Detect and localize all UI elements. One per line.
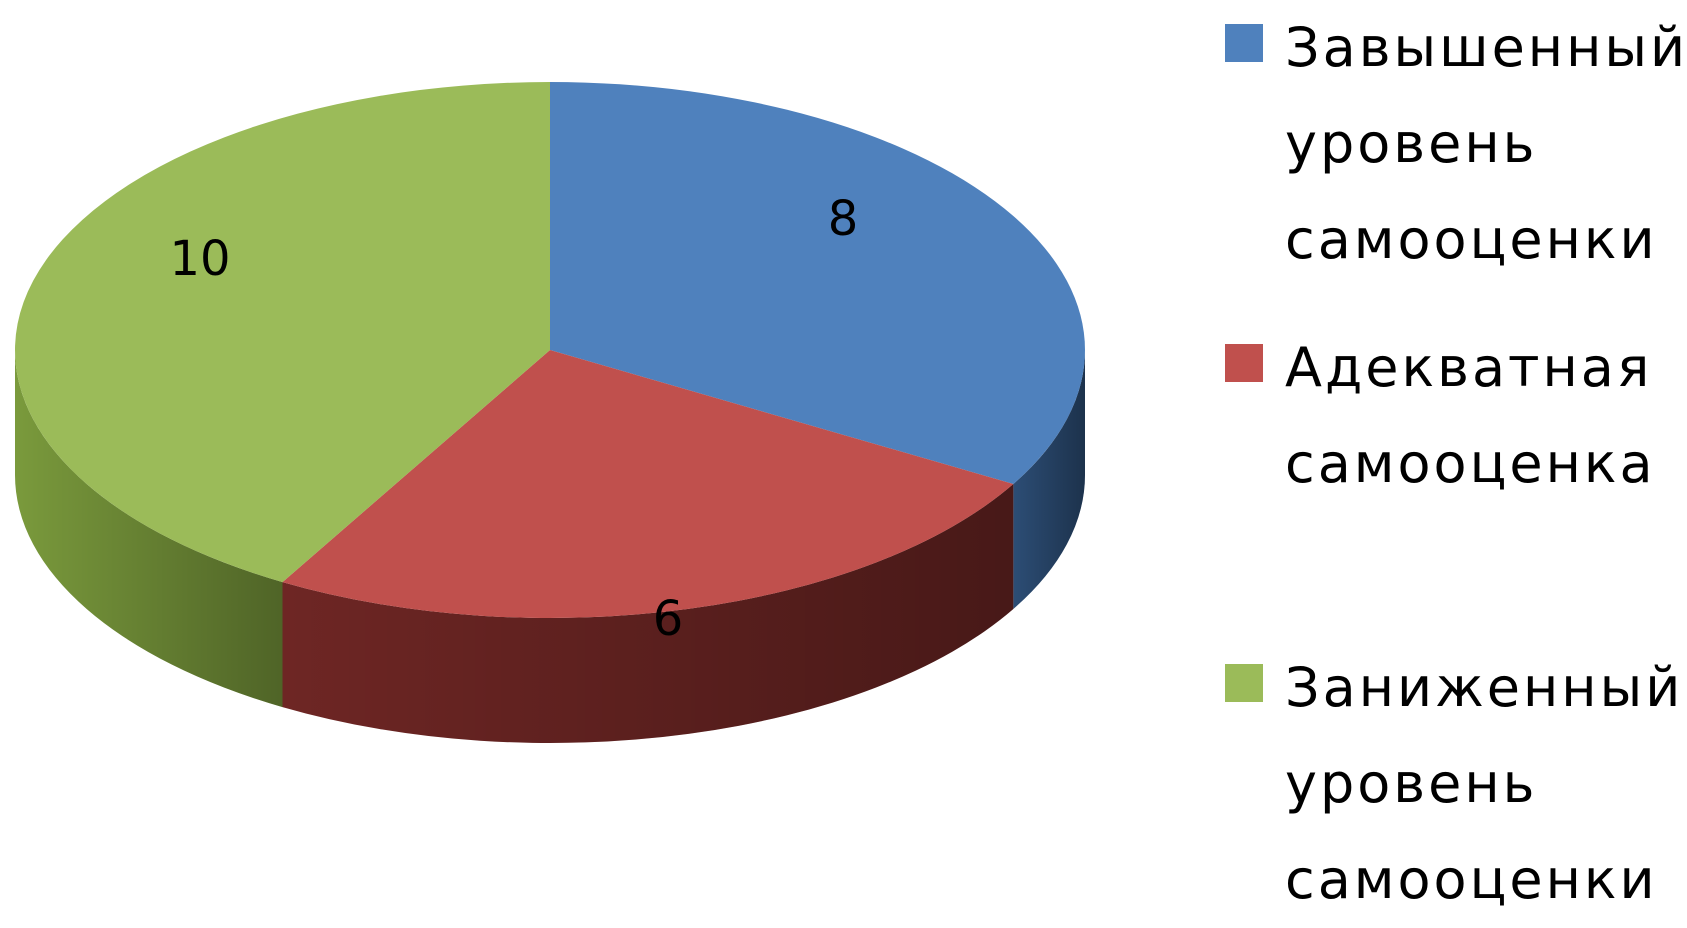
legend-swatch-low (1225, 664, 1263, 702)
pie-slice-side-shade-2 (282, 484, 1014, 743)
pie-chart: 8 6 10 (15, 82, 1085, 743)
data-label-slice-1: 8 (828, 191, 859, 247)
legend-item-low: Заниженный уровень самооценки (1225, 640, 1684, 928)
pie-slice-3 (15, 82, 551, 583)
legend-label-adequate: Адекватная самооценка (1285, 336, 1656, 495)
pie-slice-1 (550, 82, 1085, 484)
pie-chart-svg: 8 6 10 (15, 82, 1085, 743)
legend: Завышенный уровень самооценки Адекватная… (1225, 0, 1685, 915)
legend-item-high: Завышенный уровень самооценки (1225, 0, 1687, 288)
data-label-slice-3: 10 (169, 231, 230, 287)
legend-swatch-high (1225, 24, 1263, 62)
data-label-slice-2: 6 (653, 591, 684, 647)
legend-item-adequate: Адекватная самооценка (1225, 320, 1665, 512)
legend-label-high: Завышенный уровень самооценки (1285, 16, 1687, 271)
pie-slice-side-shade-3 (15, 350, 283, 708)
legend-label-low: Заниженный уровень самооценки (1285, 656, 1684, 911)
legend-swatch-adequate (1225, 344, 1263, 382)
pie-slice-side-shade-1 (1013, 350, 1085, 609)
pie-slice-2 (282, 350, 1014, 618)
